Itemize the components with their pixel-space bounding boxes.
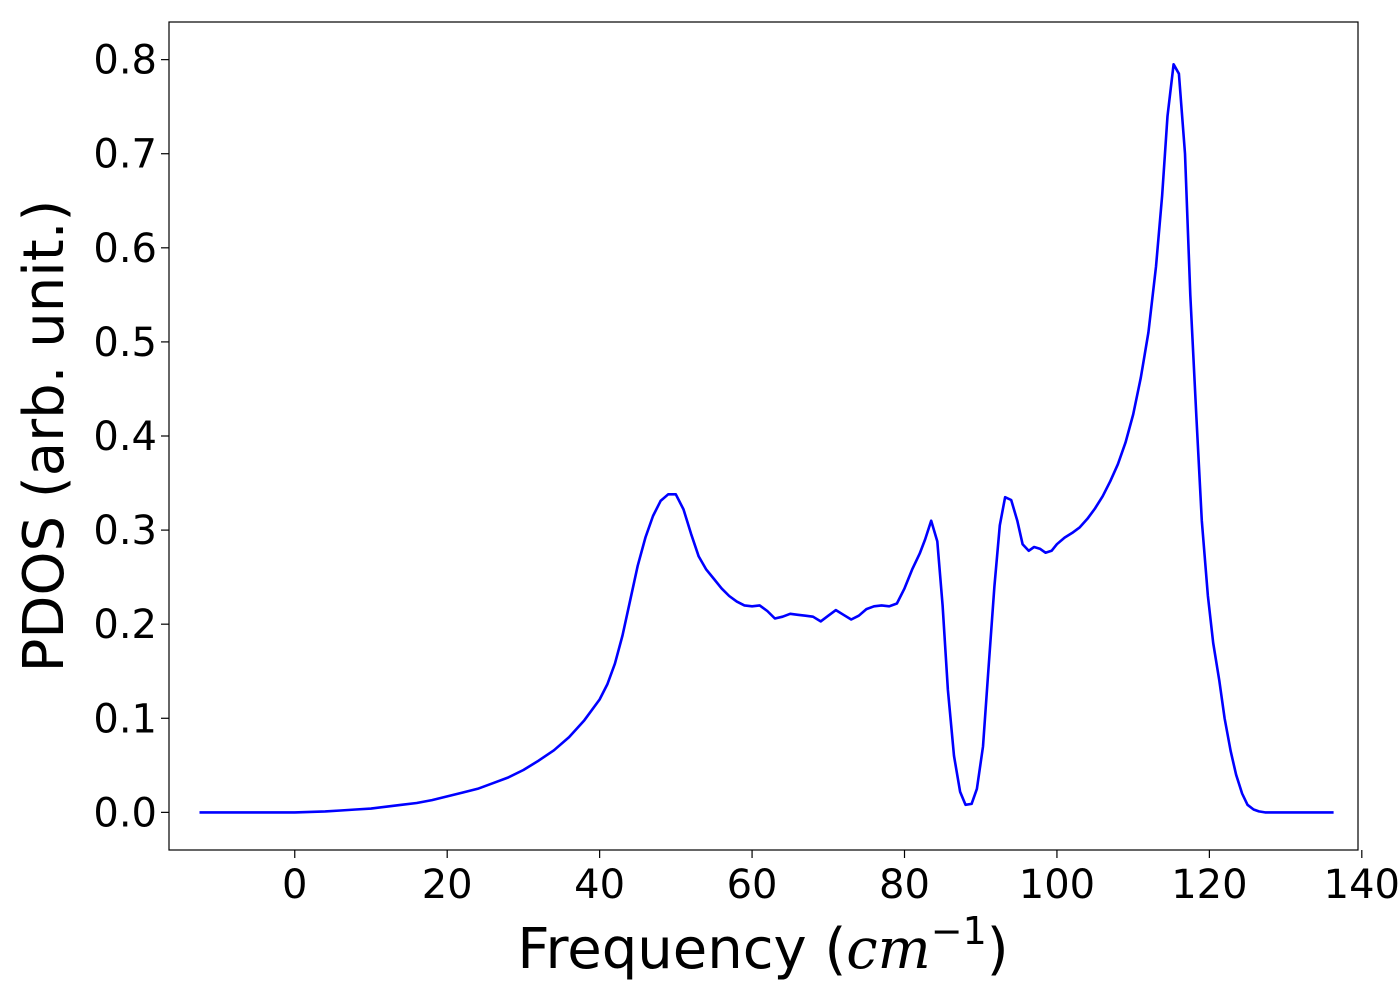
- x-tick-label: 20: [422, 862, 473, 908]
- y-tick-label: 0.5: [93, 320, 157, 366]
- x-tick-label: 140: [1324, 862, 1400, 908]
- y-tick-label: 0.1: [93, 696, 157, 742]
- x-axis-label-unit: cm: [846, 917, 930, 982]
- y-tick-label: 0.4: [93, 414, 157, 460]
- x-axis-label-exponent: −1: [931, 909, 987, 953]
- x-tick-label: 80: [879, 862, 930, 908]
- x-tick-label: 60: [727, 862, 778, 908]
- x-axis-ticks: 0 20 40 60 80 100 120 140: [282, 850, 1400, 908]
- x-axis-label-text: Frequency (: [517, 917, 846, 982]
- y-tick-label: 0.6: [93, 226, 157, 272]
- plot-area: [168, 21, 1359, 851]
- x-axis-label: Frequency (cm−1): [517, 909, 1008, 982]
- x-tick-label: 0: [282, 862, 307, 908]
- y-axis-ticks: 0.0 0.1 0.2 0.3 0.4 0.5 0.6 0.7 0.8: [93, 38, 169, 836]
- y-tick-label: 0.7: [93, 132, 157, 178]
- y-tick-label: 0.2: [93, 602, 157, 648]
- y-tick-label: 0.3: [93, 508, 157, 554]
- x-tick-label: 120: [1171, 862, 1247, 908]
- y-tick-label: 0.0: [93, 790, 157, 836]
- y-tick-label: 0.8: [93, 38, 157, 84]
- x-tick-label: 100: [1019, 862, 1095, 908]
- pdos-series-line: [199, 63, 1334, 814]
- y-axis-label: PDOS (arb. unit.): [12, 200, 77, 673]
- x-axis-label-close: ): [987, 917, 1009, 982]
- x-tick-label: 40: [574, 862, 625, 908]
